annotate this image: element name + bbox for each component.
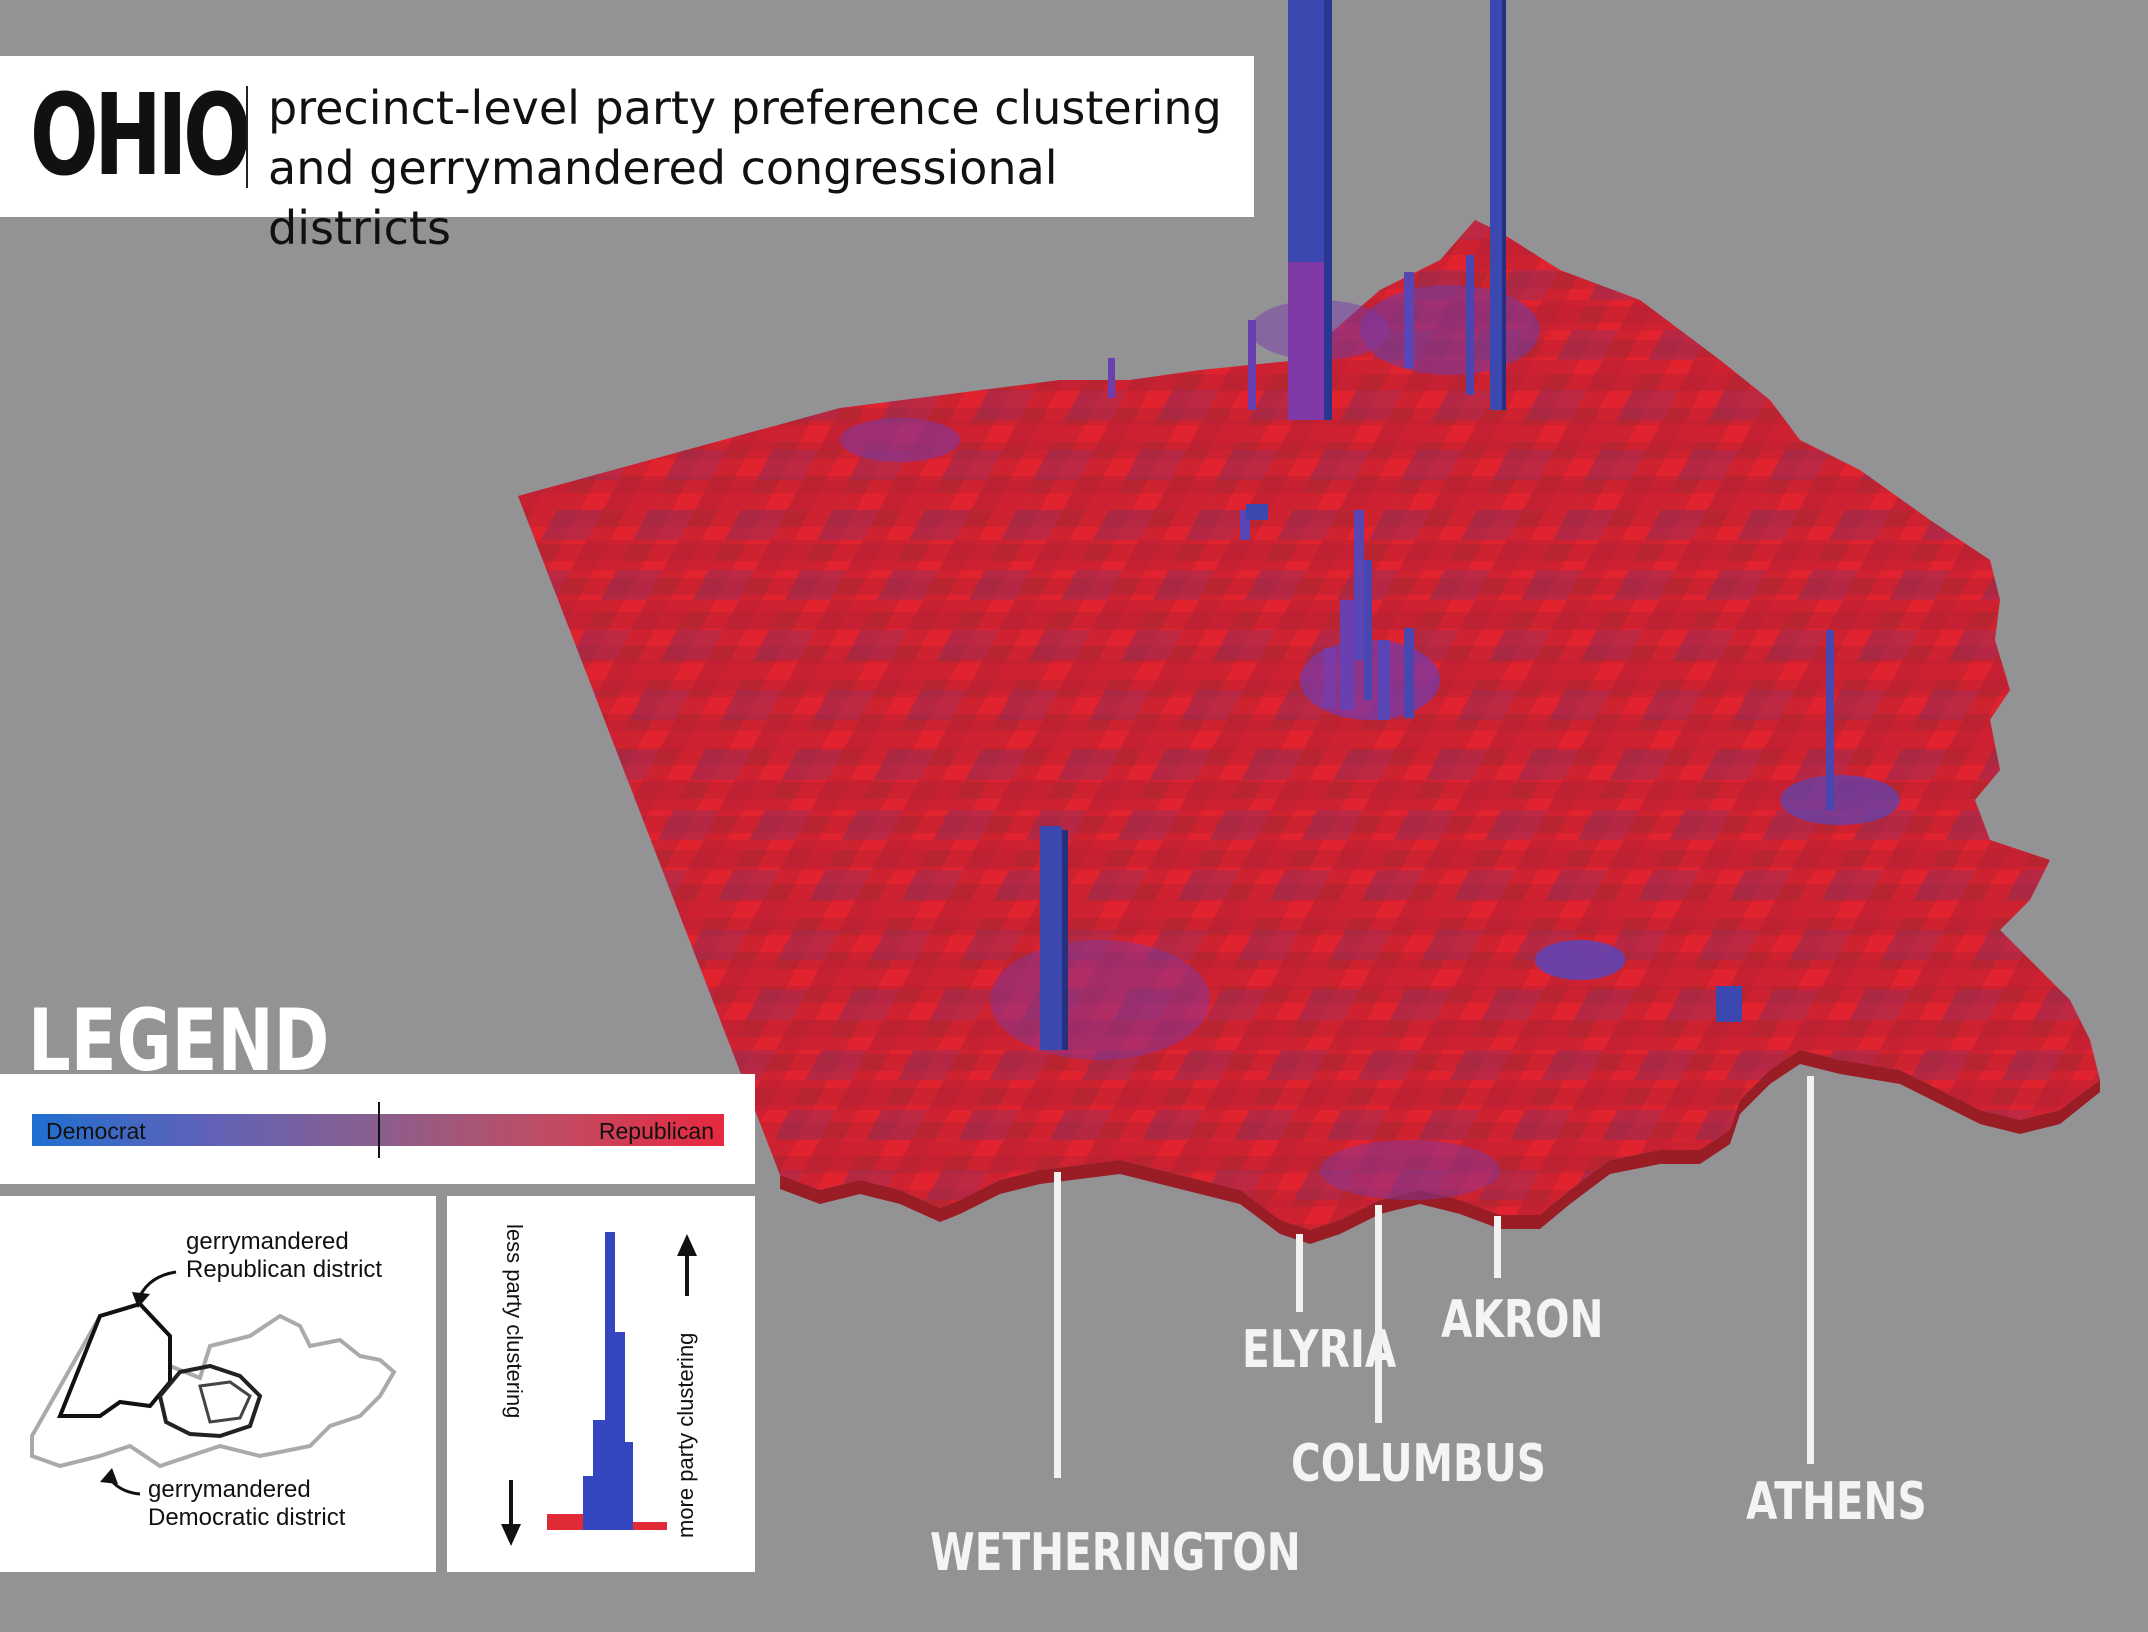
legend-dem-line-2: Democratic district [148,1504,346,1531]
legend-color-scale: Democrat Republican [0,1074,755,1184]
city-marker-line-columbus [1375,1205,1382,1423]
clustering-spikes [1040,0,1834,1050]
title-box: OHIO precinct-level party preference clu… [0,56,1254,255]
city-label-akron: AKRON [1441,1290,1604,1350]
subtitle-line-1: precinct-level party preference clusteri… [268,81,1222,135]
legend-rep-line-2: Republican district [186,1256,383,1283]
more-clustering-label: more party clustering [673,1332,698,1538]
city-label-athens: ATHENS [1746,1472,1927,1532]
state-surface [518,220,2100,1244]
gradient-midpoint-tick [378,1102,380,1158]
legend-clustering-panel: less party clustering more party cluster… [447,1196,755,1572]
party-gradient-bar: Democrat Republican [32,1102,724,1158]
arrow-to-republican-district [138,1270,177,1297]
less-clustering-label: less party clustering [502,1224,527,1419]
city-marker-line-wetherington [1054,1172,1061,1478]
clustering-scale-diagram [501,1232,697,1546]
legend-rep-line-1: gerrymandered [186,1228,349,1255]
legend-republican-district-label: gerrymandered Republican district [186,1228,382,1284]
title-divider [246,86,248,188]
city-marker-line-athens [1807,1076,1814,1464]
city-label-wetherington: WETHERINGTON [930,1523,1301,1583]
legend-dem-line-1: gerrymandered [148,1476,311,1503]
democratic-district-outline [157,1363,263,1439]
map-title: OHIO [30,71,252,201]
city-label-columbus: COLUMBUS [1291,1434,1547,1494]
legend-heading: LEGEND [28,991,330,1091]
subtitle-line-2: and gerrymandered congressional district… [268,141,1058,255]
gradient-label-democrat: Democrat [46,1118,146,1144]
city-label-elyria: ELYRIA [1242,1320,1397,1380]
city-marker-line-elyria [1296,1234,1303,1312]
legend-district-panel: gerrymandered Republican district gerrym… [0,1196,436,1572]
district-outline-diagram [30,1270,397,1496]
gradient-label-republican: Republican [598,1118,714,1144]
legend-democratic-district-label: gerrymandered Democratic district [148,1476,345,1532]
city-marker-line-akron [1494,1216,1501,1278]
map-subtitle: precinct-level party preference clusteri… [268,78,1254,258]
